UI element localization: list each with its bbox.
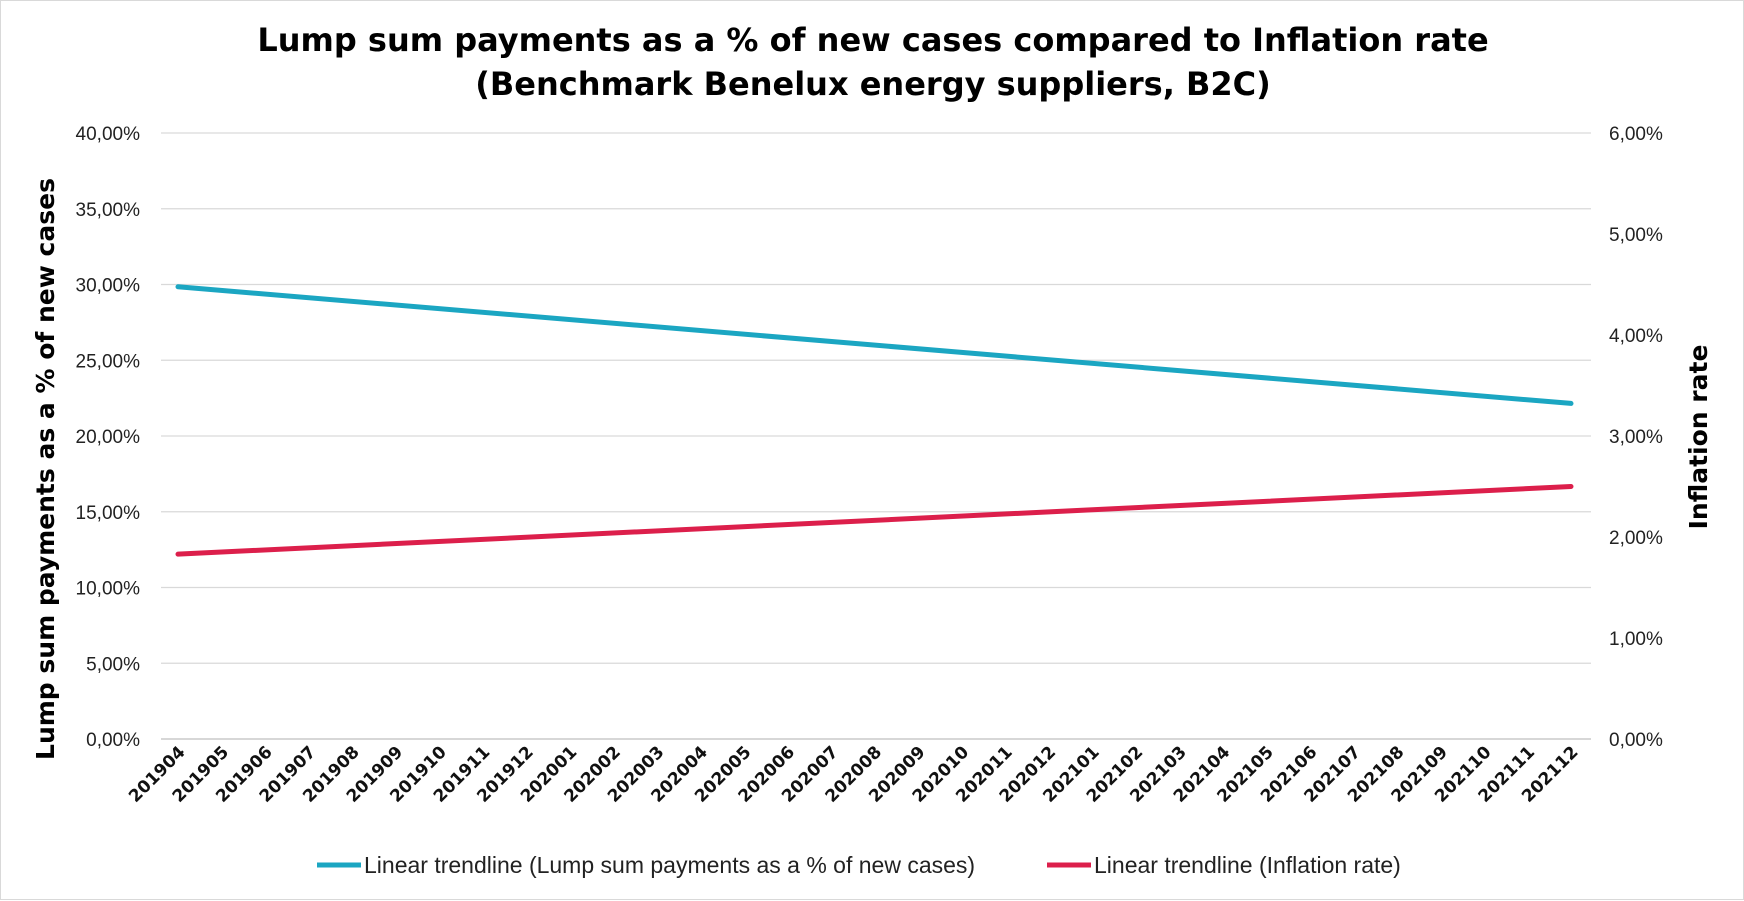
x-axis-ticks: 2019042019052019062019072019082019092019… [125, 742, 1582, 806]
right-axis-ticks: 0,00% 1,00% 2,00% 3,00% 4,00% 5,00% 6,00% [1609, 124, 1663, 751]
left-tick-label: 35,00% [76, 200, 141, 221]
left-tick-label: 0,00% [86, 730, 140, 751]
series-line-2 [175, 484, 1574, 557]
left-tick-label: 40,00% [76, 124, 141, 145]
series-line-1 [175, 284, 1574, 406]
right-tick-label: 5,00% [1609, 225, 1663, 246]
left-tick-label: 30,00% [76, 276, 141, 297]
right-tick-label: 2,00% [1609, 528, 1663, 549]
left-tick-label: 20,00% [76, 427, 141, 448]
legend: Linear trendline (Lump sum payments as a… [317, 852, 1401, 878]
right-tick-label: 4,00% [1609, 326, 1663, 347]
legend-label-2: Linear trendline (Inflation rate) [1094, 852, 1401, 878]
legend-label-1: Linear trendline (Lump sum payments as a… [364, 852, 975, 878]
right-tick-label: 0,00% [1609, 730, 1663, 751]
right-tick-label: 1,00% [1609, 629, 1663, 650]
series-lines [175, 284, 1574, 557]
left-axis-ticks: 0,00% 5,00% 10,00% 15,00% 20,00% 25,00% 30,00%… [76, 124, 141, 751]
gridlines [161, 132, 1591, 740]
right-axis-title: Inflation rate [1684, 345, 1713, 530]
left-tick-label: 25,00% [76, 351, 141, 372]
chart-title-line-2: (Benchmark Benelux energy suppliers, B2C… [475, 65, 1271, 103]
left-axis-title: Lump sum payments as a % of new cases [31, 178, 60, 760]
left-tick-label: 15,00% [76, 503, 141, 524]
left-tick-label: 10,00% [76, 579, 141, 600]
left-tick-label: 5,00% [86, 654, 140, 675]
chart-title-line-1: Lump sum payments as a % of new cases co… [257, 21, 1488, 59]
right-tick-label: 6,00% [1609, 124, 1663, 145]
right-tick-label: 3,00% [1609, 427, 1663, 448]
